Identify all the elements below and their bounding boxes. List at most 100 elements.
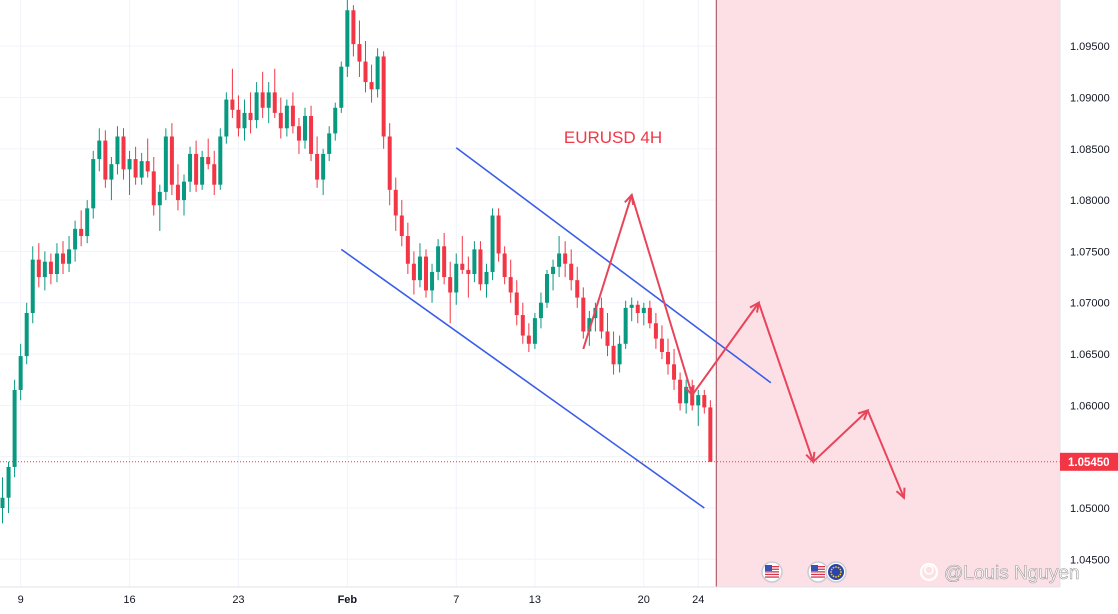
candle-body (708, 407, 713, 462)
candle (24, 302, 29, 365)
time-tick-label: 20 (638, 594, 650, 606)
projection-arrowhead (805, 451, 816, 464)
candle (526, 323, 531, 352)
flag-star (835, 576, 837, 578)
candle (659, 325, 664, 360)
candle-body (672, 364, 677, 380)
candle (508, 259, 513, 303)
candle-body (490, 215, 495, 272)
candle-body (224, 99, 229, 137)
candle-body (145, 161, 150, 172)
flag-star (837, 566, 840, 569)
candle (230, 68, 235, 119)
price-tick-label: 1.09500 (1070, 41, 1110, 53)
candle-body (109, 164, 114, 180)
time-tick-label: 7 (453, 594, 459, 606)
candle (672, 348, 677, 390)
candle-body (520, 315, 525, 336)
price-axis[interactable]: 1.09500 1.09000 1.08500 1.08000 1.07500 1.070… (1059, 0, 1118, 609)
candle (454, 253, 459, 305)
candle-body (387, 136, 392, 190)
candle-body (188, 153, 193, 182)
candle (79, 210, 84, 247)
candle-body (508, 277, 513, 293)
candle-body (61, 253, 65, 264)
candle-body (623, 307, 628, 344)
candle-body (466, 269, 471, 275)
candle (218, 128, 223, 190)
flag-stripe (811, 573, 825, 576)
candle (97, 128, 102, 172)
candle (369, 64, 374, 103)
candle-body (496, 215, 501, 254)
candle (424, 249, 428, 298)
time-tick-label: 9 (18, 594, 24, 606)
us-flag-icon[interactable] (807, 561, 829, 583)
price-tick-label: 1.06500 (1070, 349, 1110, 361)
candle-body (242, 112, 247, 129)
candle (12, 379, 17, 478)
candle-body (67, 249, 72, 264)
candle (430, 263, 435, 303)
candle-body (411, 263, 416, 281)
candle-body (85, 208, 90, 237)
candle (399, 200, 404, 247)
candle-body (581, 297, 586, 332)
candle (448, 261, 453, 324)
candle (151, 157, 156, 216)
candle (109, 157, 114, 201)
candle (139, 152, 144, 185)
candle (61, 241, 65, 275)
candle (296, 118, 301, 154)
time-tick-label: Feb (338, 594, 358, 606)
candle (538, 292, 543, 329)
candle (278, 97, 283, 139)
candle-body (30, 259, 35, 313)
candle-body (327, 133, 332, 154)
projection-arrowhead (857, 408, 870, 421)
candle-body (303, 115, 307, 141)
candle-body (115, 136, 120, 165)
candle-body (127, 159, 132, 170)
candle-body (684, 386, 689, 404)
candle (91, 150, 96, 219)
candle (248, 92, 253, 134)
candle (605, 312, 610, 357)
candle (569, 249, 574, 291)
candle-body (532, 318, 537, 344)
candle (647, 300, 652, 329)
candle (200, 150, 205, 190)
flag-star (839, 573, 842, 576)
candle (18, 343, 23, 401)
candle (115, 126, 120, 175)
flag-stripe (765, 571, 779, 573)
candle (641, 302, 646, 326)
candle (266, 82, 271, 124)
price-tick-label: 1.08500 (1070, 144, 1110, 156)
candle (236, 95, 241, 137)
us-flag-icon[interactable] (761, 561, 783, 583)
candle-body (315, 153, 320, 180)
time-axis[interactable]: 9 16 23 Feb 7 13 20 24 (0, 586, 1060, 606)
channel-upper-line (455, 147, 772, 384)
flag-stripe (811, 571, 825, 573)
price-tick-label: 1.05000 (1070, 503, 1110, 515)
candle-body (218, 136, 223, 185)
flag-star (839, 568, 842, 571)
candle-body (48, 261, 53, 275)
candle-body (290, 105, 295, 127)
economic-events[interactable] (761, 561, 847, 583)
channel-lower-line (340, 248, 705, 509)
candle-body (641, 307, 646, 313)
candle (375, 48, 380, 98)
watermark-text: @Louis Nguyen (944, 563, 1079, 584)
candle-body (121, 136, 126, 170)
candle (393, 177, 398, 231)
eu-flag-icon[interactable] (825, 561, 847, 583)
candle (42, 251, 47, 291)
price-axis-background (1060, 0, 1118, 609)
flag-stripe (811, 576, 825, 578)
candle (254, 82, 259, 129)
candle (206, 138, 211, 170)
